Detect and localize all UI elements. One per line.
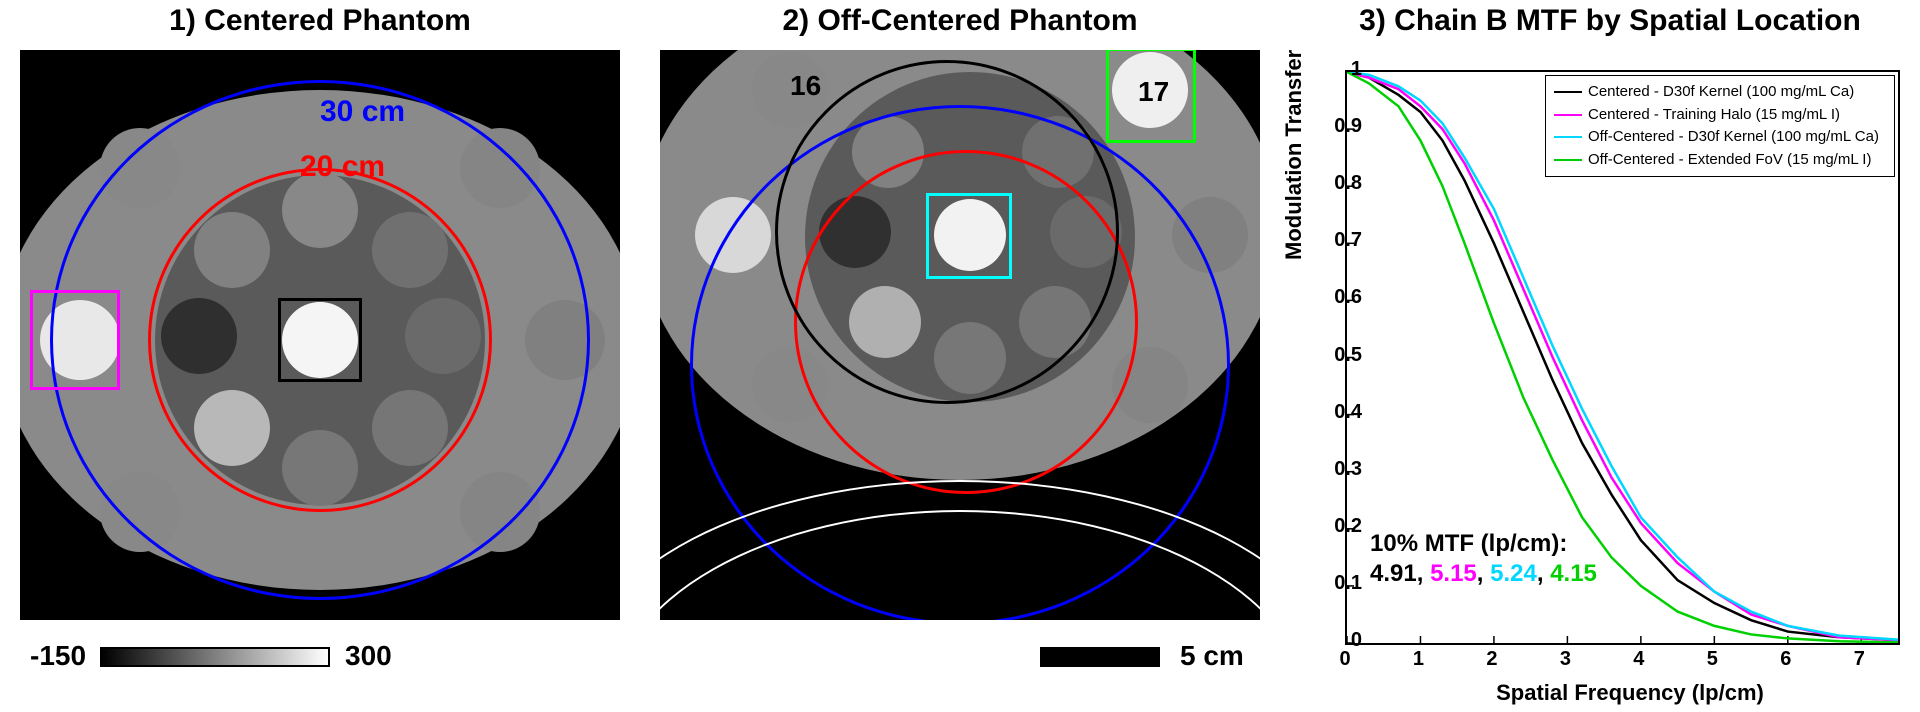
x-tick-label: 5 [1707, 648, 1718, 671]
scalebar-5cm [1040, 647, 1160, 667]
label-20cm: 20 cm [300, 150, 385, 184]
legend-entry: Off-Centered - D30f Kernel (100 mg/mL Ca… [1554, 126, 1886, 149]
legend-entry: Centered - D30f Kernel (100 mg/mL Ca) [1554, 81, 1886, 104]
mtf10-title: 10% MTF (lp/cm): [1370, 530, 1567, 558]
y-tick-label: 0.8 [1317, 172, 1362, 195]
y-tick-label: 0.5 [1317, 344, 1362, 367]
x-tick-label: 3 [1560, 648, 1571, 671]
offcentered-phantom-image: 16 17 [660, 50, 1260, 620]
chart-legend: Centered - D30f Kernel (100 mg/mL Ca)Cen… [1545, 75, 1895, 177]
y-tick-label: 0.4 [1317, 401, 1362, 424]
y-tick-label: 0.2 [1317, 515, 1362, 538]
y-tick-label: 0.9 [1317, 115, 1362, 138]
x-tick-label: 1 [1413, 648, 1424, 671]
legend-entry: Centered - Training Halo (15 mg/mL I) [1554, 104, 1886, 127]
panel1-title: 1) Centered Phantom [0, 4, 640, 38]
x-tick-label: 4 [1633, 648, 1644, 671]
label-17: 17 [1138, 76, 1169, 108]
label-16: 16 [790, 70, 821, 102]
mtf10-value: 4.15 [1550, 560, 1597, 587]
mtf10-value: 5.15 [1430, 560, 1477, 587]
label-30cm: 30 cm [320, 95, 405, 129]
scalebar-label: 5 cm [1180, 640, 1244, 672]
roi-center [278, 298, 362, 382]
mtf10-value: 5.24 [1490, 560, 1537, 587]
centered-phantom-image: 30 cm 20 cm [20, 50, 620, 620]
hu-min: -150 [30, 640, 86, 672]
panel2-title: 2) Off-Centered Phantom [640, 4, 1280, 38]
chart-title: 3) Chain B MTF by Spatial Location [1290, 4, 1920, 38]
hu-gradient [100, 647, 330, 667]
y-tick-label: 0.3 [1317, 458, 1362, 481]
x-axis-label: Spatial Frequency (lp/cm) [1310, 680, 1920, 706]
y-tick-label: 1 [1317, 58, 1362, 81]
x-tick-label: 2 [1486, 648, 1497, 671]
centered-phantom-panel: 1) Centered Phantom 30 cm 20 cm -150 300 [0, 0, 640, 712]
y-tick-label: 0.7 [1317, 229, 1362, 252]
x-tick-label: 0 [1339, 648, 1350, 671]
roi-halo [30, 290, 120, 390]
offcentered-phantom-panel: 2) Off-Centered Phantom 16 17 5 cm [640, 0, 1280, 712]
mtf-chart-panel: 3) Chain B MTF by Spatial Location 0 0.1 0… [1280, 0, 1920, 712]
legend-entry: Off-Centered - Extended FoV (15 mg/mL I) [1554, 149, 1886, 172]
hu-max: 300 [345, 640, 392, 672]
mtf10-values: 4.91, 5.15, 5.24, 4.15 [1370, 560, 1597, 588]
roi-center-cyan [926, 193, 1012, 279]
mtf10-value: 4.91 [1370, 560, 1417, 587]
x-tick-label: 7 [1854, 648, 1865, 671]
y-tick-label: 0.1 [1317, 572, 1362, 595]
x-tick-label: 6 [1780, 648, 1791, 671]
y-axis-label: Modulation Transfer [1281, 50, 1307, 260]
y-tick-label: 0.6 [1317, 286, 1362, 309]
